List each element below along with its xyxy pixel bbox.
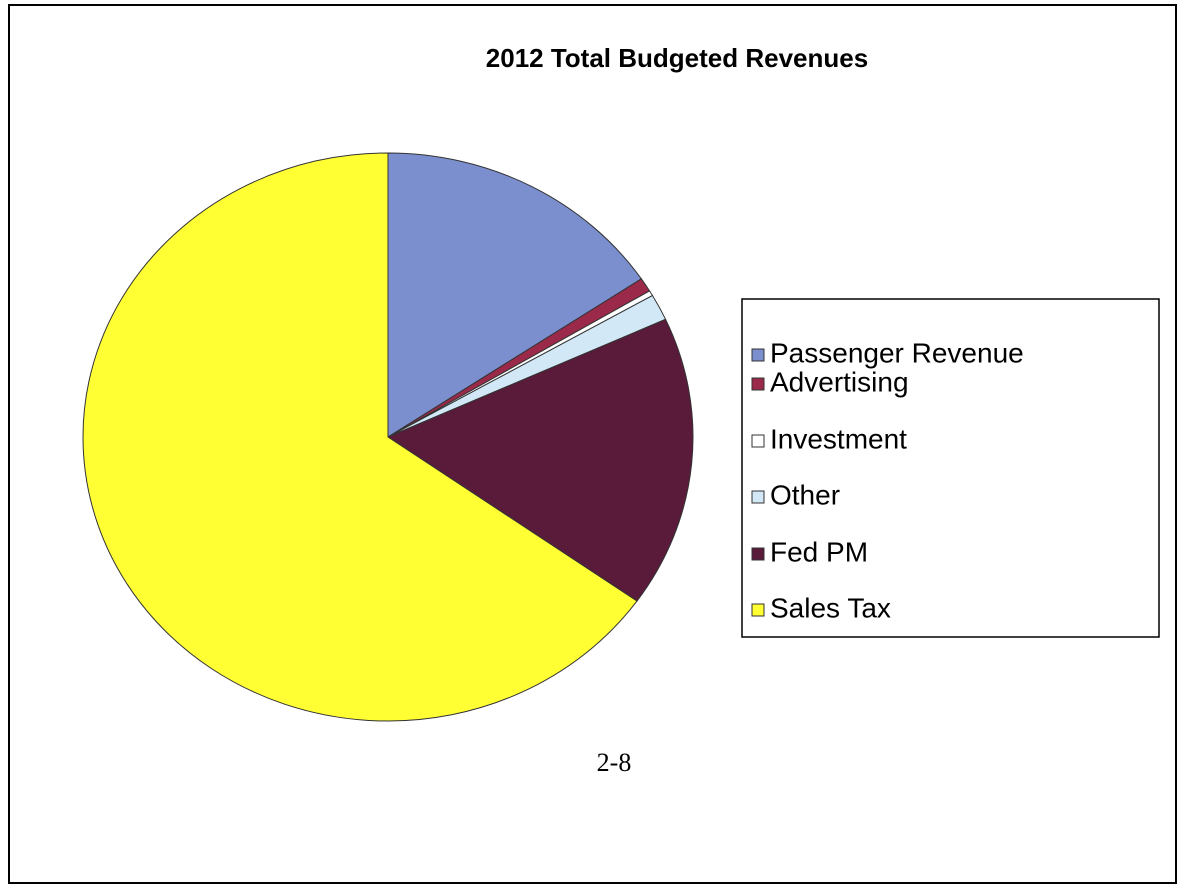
legend-label: Sales Tax: [770, 592, 891, 623]
legend-swatch: [751, 603, 765, 617]
legend-label: Advertising: [770, 366, 909, 397]
legend-swatch: [751, 547, 765, 561]
page-number: 2-8: [597, 748, 632, 777]
pie-slice: [387, 152, 643, 438]
legend-swatch: [751, 348, 765, 362]
pie-slice: [82, 152, 638, 722]
legend-label: Passenger Revenue: [770, 337, 1024, 368]
legend-swatch: [751, 490, 765, 504]
chart-title: 2012 Total Budgeted Revenues: [486, 43, 868, 73]
legend-label: Other: [770, 479, 840, 510]
legend-box: [741, 298, 1160, 638]
legend-swatch: [751, 377, 765, 391]
legend-label: Fed PM: [770, 536, 868, 567]
pie-slice: [386, 318, 694, 602]
legend-label: Investment: [770, 423, 907, 454]
legend-swatch: [751, 434, 765, 448]
